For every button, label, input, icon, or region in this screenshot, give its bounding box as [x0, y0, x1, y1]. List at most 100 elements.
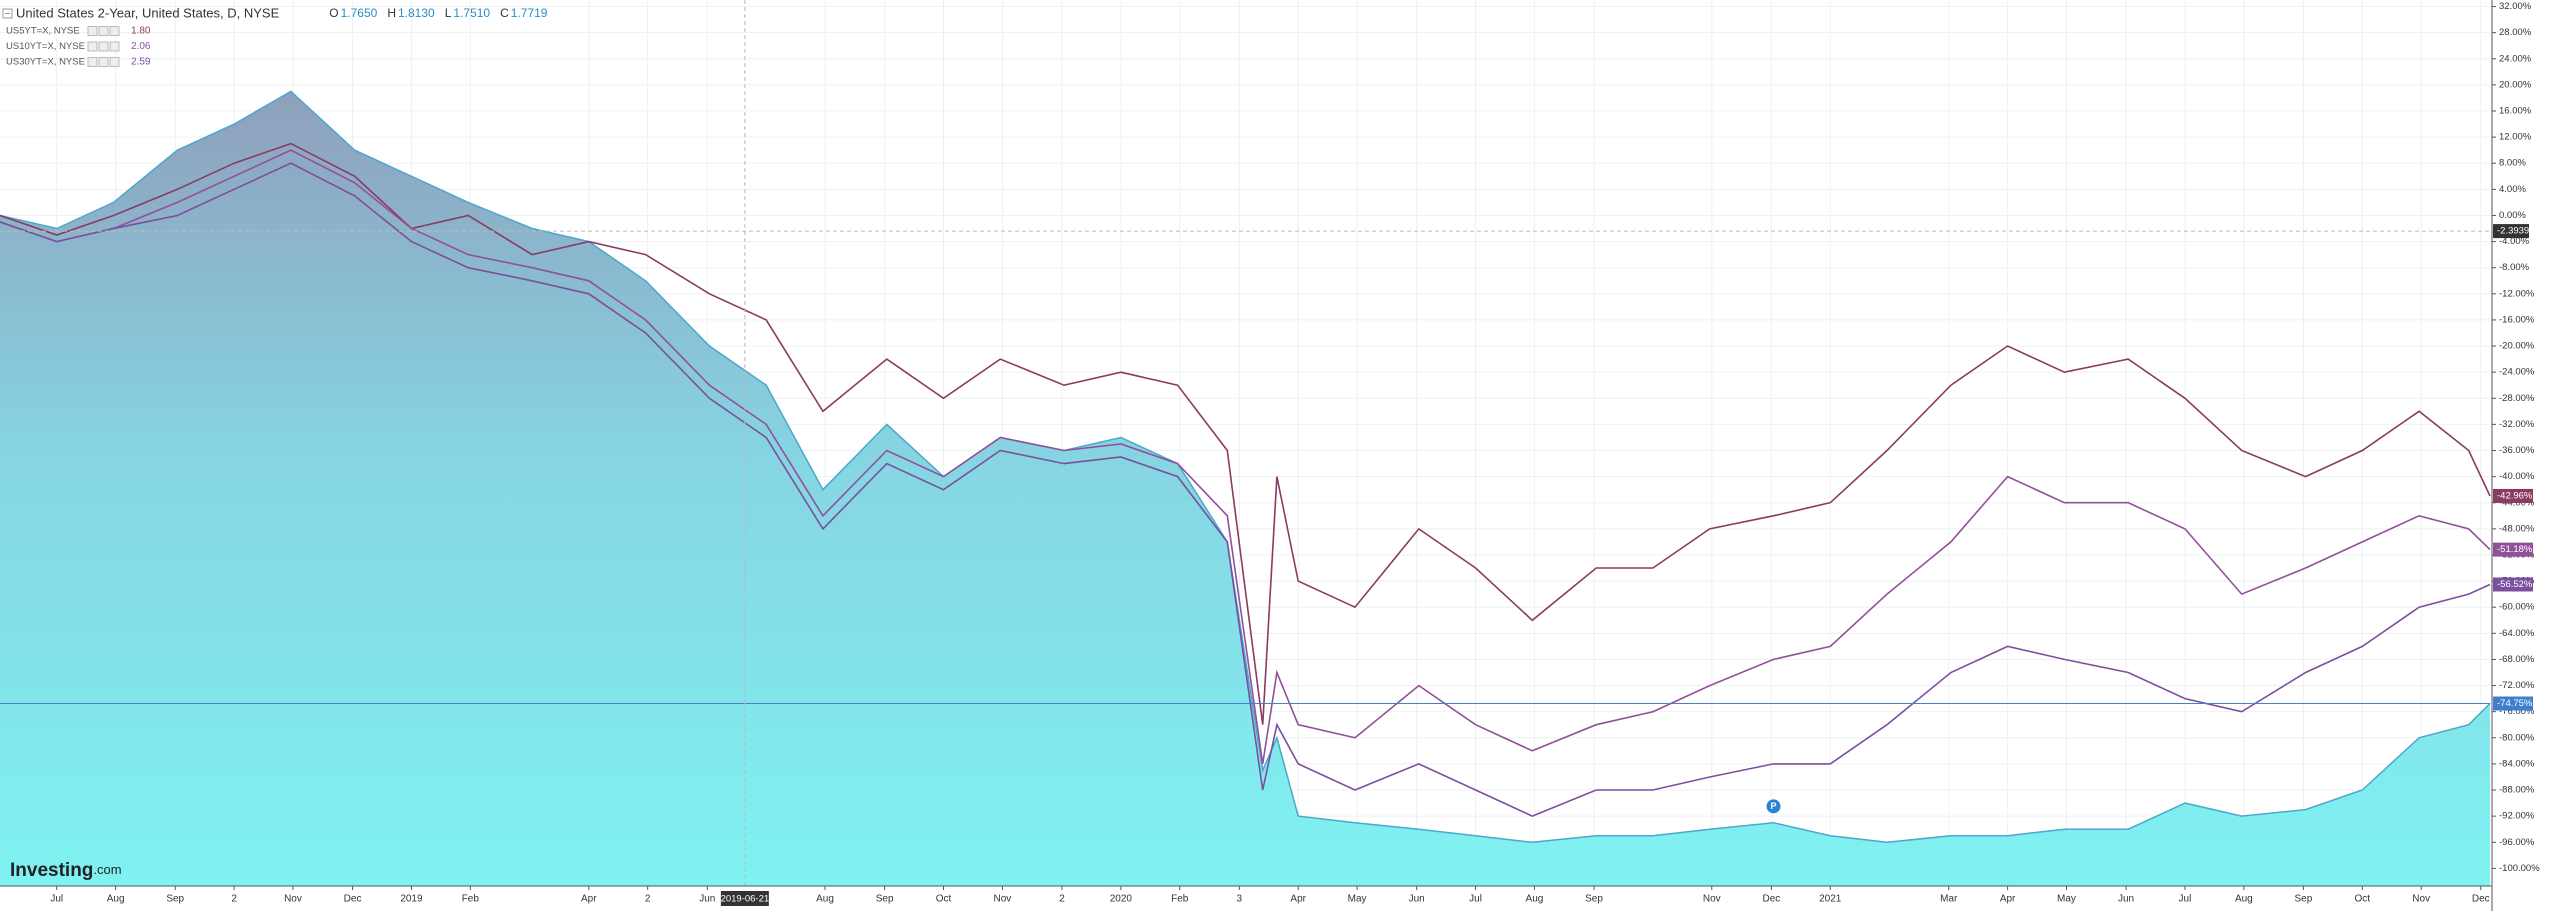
y-tick-label: -96.00% [2499, 837, 2535, 848]
legend-name: US10YT=X, NYSE [6, 41, 85, 52]
y-tick-label: -88.00% [2499, 785, 2535, 796]
legend-value: 2.06 [131, 41, 151, 52]
y-tick-label: -48.00% [2499, 523, 2535, 534]
x-tick-label: Apr [1290, 894, 1306, 905]
last-value-box [2493, 577, 2533, 592]
y-tick-label: -76.00% [2499, 706, 2535, 717]
watermark-part: .com [93, 862, 121, 877]
series-line [0, 142, 2491, 725]
plot [0, 90, 2491, 886]
crosshair-x-box [720, 891, 769, 906]
axes: 32.00%28.00%24.00%20.00%16.00%12.00%8.00… [50, 1, 2540, 906]
y-tick-label: -8.00% [2499, 262, 2530, 273]
event-marker-label: P [1770, 801, 1776, 811]
y-tick-label: -100.00% [2499, 863, 2540, 874]
legend-button[interactable] [109, 57, 120, 67]
legend-button[interactable] [87, 57, 98, 67]
y-tick-label: 0.00% [2499, 210, 2526, 221]
x-tick-label: Feb [1171, 894, 1189, 905]
x-tick-label: Mar [1940, 894, 1958, 905]
x-tick-label: Jul [50, 894, 63, 905]
x-tick-label: Apr [2000, 894, 2016, 905]
y-tick-label: -80.00% [2499, 732, 2535, 743]
event-marker[interactable] [1766, 799, 1781, 814]
ohlc-label: H [387, 6, 396, 20]
y-tick-label: -4.00% [2499, 236, 2530, 247]
ohlc-value: 1.7650 [341, 6, 378, 20]
ohlc-label: L [445, 6, 452, 20]
y-tick-label: 8.00% [2499, 158, 2526, 169]
legend-button[interactable] [109, 26, 120, 36]
y-tick-label: 24.00% [2499, 53, 2532, 64]
crosshair-y-box [2493, 224, 2529, 239]
x-tick-label: Nov [993, 894, 1011, 905]
last-value-label: -51.18% [2497, 544, 2533, 555]
x-tick-label: Nov [284, 894, 302, 905]
legend-button[interactable] [98, 41, 109, 52]
ohlc-value: 1.8130 [398, 6, 435, 20]
overlay: P [0, 0, 2490, 886]
y-tick-label: 28.00% [2499, 27, 2532, 38]
x-tick-label: Sep [876, 894, 894, 905]
y-tick-label: -64.00% [2499, 628, 2535, 639]
y-tick-label: 32.00% [2499, 1, 2532, 12]
y-tick-label: 16.00% [2499, 106, 2532, 117]
legend-name: US5YT=X, NYSE [6, 26, 80, 37]
x-tick-label: 2 [231, 894, 237, 905]
legend-name: US30YT=X, NYSE [6, 57, 85, 68]
legend: United States 2-Year, United States, D, … [2, 5, 548, 68]
last-value-box [2493, 488, 2533, 503]
x-tick-label: 2021 [1819, 894, 1842, 905]
legend-value: 2.59 [131, 57, 151, 68]
y-tick-label: -20.00% [2499, 341, 2535, 352]
ohlc-label: O [329, 6, 338, 20]
x-tick-label: Sep [166, 894, 184, 905]
last-value-label: -56.52% [2497, 579, 2533, 590]
x-tick-label: May [1348, 894, 1367, 905]
y-tick-label: -40.00% [2499, 471, 2535, 482]
y-tick-label: -68.00% [2499, 654, 2535, 665]
last-value-box [2493, 696, 2533, 711]
x-tick-label: Jun [2118, 894, 2134, 905]
x-tick-label: May [2057, 894, 2076, 905]
collapse-icon[interactable] [2, 8, 13, 19]
y-tick-label: -32.00% [2499, 419, 2535, 430]
y-tick-label: -16.00% [2499, 314, 2535, 325]
ohlc-value: 1.7510 [453, 6, 490, 20]
x-tick-label: Dec [2472, 894, 2490, 905]
y-tick-label: -36.00% [2499, 445, 2535, 456]
series-line [0, 149, 2491, 765]
legend-value: 1.80 [131, 26, 151, 37]
x-tick-label: Apr [581, 894, 597, 905]
x-tick-label: 2 [645, 894, 651, 905]
y-tick-label: -84.00% [2499, 758, 2535, 769]
watermark-part: Investing [10, 860, 93, 881]
x-tick-label: Nov [2412, 894, 2430, 905]
y-tick-label: -72.00% [2499, 680, 2535, 691]
legend-button[interactable] [87, 26, 98, 36]
legend-button[interactable] [87, 41, 98, 52]
y-tick-label: -28.00% [2499, 393, 2535, 404]
legend-button[interactable] [109, 41, 120, 52]
legend-button[interactable] [98, 26, 109, 36]
x-tick-label: Sep [1585, 894, 1603, 905]
x-tick-label: Feb [462, 894, 480, 905]
last-value-label: -74.75% [2497, 698, 2533, 709]
area-fill [0, 91, 2490, 886]
ohlc-value: 1.7719 [511, 6, 548, 20]
x-tick-label: Oct [936, 894, 952, 905]
x-tick-label: Aug [107, 894, 125, 905]
x-tick-label: 2 [1059, 894, 1065, 905]
x-tick-label: Jun [699, 894, 715, 905]
watermark: Investing.com [10, 860, 122, 881]
y-tick-label: -60.00% [2499, 602, 2535, 613]
legend-button[interactable] [98, 57, 109, 67]
x-tick-label: Nov [1703, 894, 1721, 905]
x-tick-label: 2020 [1110, 894, 1133, 905]
x-tick-label: 2019 [400, 894, 423, 905]
x-tick-label: Oct [2355, 894, 2371, 905]
series-line [0, 162, 2491, 817]
y-tick-label: -24.00% [2499, 367, 2535, 378]
y-tick-label: 4.00% [2499, 184, 2526, 195]
